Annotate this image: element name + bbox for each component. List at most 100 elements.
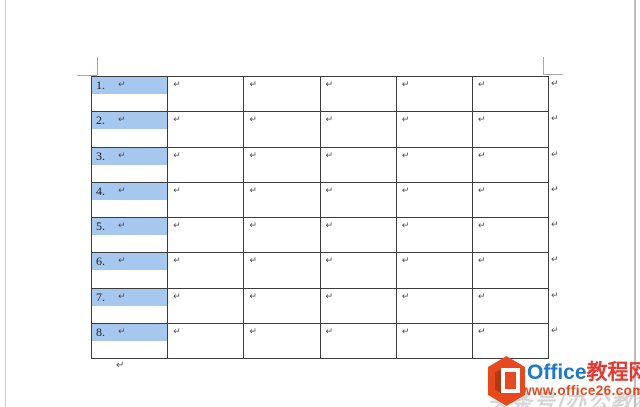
row-end-mark-icon: ↵ [551,79,559,89]
paragraph-mark-icon: ↵ [249,221,257,231]
paragraph-mark-icon: ↵ [401,326,410,337]
empty-cell[interactable]: ↵ [168,323,245,359]
paragraph-mark-icon: ↵ [401,256,410,267]
paragraph-mark-icon: ↵ [477,291,486,302]
row-end-mark-icon: ↵ [551,255,559,266]
empty-cell[interactable]: ↵ [396,112,473,148]
empty-cell[interactable]: ↵ [472,323,550,359]
paragraph-mark-icon: ↵ [173,185,181,196]
document-table: 1. ↵ ↵ ↵ ↵ ↵ ↵ 2. ↵ ↵ ↵ ↵ ↵ ↵ [91,76,550,359]
paragraph-mark-icon: ↵ [477,80,486,90]
empty-cell[interactable]: ↵ [320,218,397,254]
numbered-cell[interactable]: 2. ↵ [92,112,169,148]
empty-cell[interactable]: ↵ [472,218,550,254]
empty-cell[interactable]: ↵ [168,288,245,324]
paragraph-mark-icon: ↵ [325,80,334,90]
empty-cell[interactable]: ↵ [168,147,245,183]
numbered-cell[interactable]: 8. ↵ [92,323,169,359]
empty-cell[interactable]: ↵ [396,288,473,324]
cell-number: 6. [96,254,105,269]
empty-cell[interactable]: ↵ [472,182,550,218]
paragraph-mark-icon: ↵ [173,80,181,90]
empty-cell[interactable]: ↵ [320,147,397,183]
empty-cell[interactable]: ↵ [244,112,321,148]
empty-cell[interactable]: ↵ [320,182,397,218]
cell-number: 7. [96,289,105,304]
paragraph-mark-icon: ↵ [173,256,181,267]
empty-cell[interactable]: ↵ [472,77,550,113]
paragraph-mark-icon: ↵ [173,221,181,231]
brand-name-office: Office [527,361,587,384]
empty-cell[interactable]: ↵ [472,112,550,148]
numbered-cell[interactable]: 1. ↵ [92,77,169,113]
selection-highlight: 4. ↵ [92,182,168,200]
table-row: 5. ↵ ↵ ↵ ↵ ↵ ↵ [92,218,550,254]
paragraph-mark-icon: ↵ [118,80,126,90]
paragraph-mark-icon: ↵ [325,326,334,337]
numbered-cell[interactable]: 4. ↵ [92,182,169,218]
empty-cell[interactable]: ↵ [320,288,397,324]
empty-cell[interactable]: ↵ [244,218,321,254]
empty-cell[interactable]: ↵ [396,147,473,183]
empty-cell[interactable]: ↵ [320,112,397,148]
paragraph-mark-icon: ↵ [118,150,126,161]
empty-cell[interactable]: ↵ [244,323,321,359]
empty-cell[interactable]: ↵ [396,218,473,254]
paragraph-mark-icon: ↵ [118,185,126,196]
empty-cell[interactable]: ↵ [168,218,245,254]
empty-cell[interactable]: ↵ [320,323,397,359]
paragraph-mark-icon: ↵ [477,221,486,231]
paragraph-mark-icon: ↵ [325,185,334,196]
page-left-edge [5,0,6,407]
margin-crop-mark-top-right [543,57,544,75]
paragraph-mark-icon: ↵ [118,326,126,337]
paragraph-mark-icon: ↵ [173,291,181,302]
table-row: 7. ↵ ↵ ↵ ↵ ↵ ↵ [92,288,550,324]
table-row: 8. ↵ ↵ ↵ ↵ ↵ ↵ [92,323,550,359]
end-of-row-marks: ↵ ↵ ↵ ↵ ↵ ↵ ↵ ↵ [551,76,559,358]
empty-cell[interactable]: ↵ [244,288,321,324]
empty-cell[interactable]: ↵ [168,112,245,148]
numbered-cell[interactable]: 5. ↵ [92,218,169,254]
paragraph-mark-icon: ↵ [173,115,181,126]
empty-cell[interactable]: ↵ [168,182,245,218]
empty-cell[interactable]: ↵ [244,182,321,218]
empty-cell[interactable]: ↵ [244,147,321,183]
cell-number: 1. [96,78,105,92]
empty-cell[interactable]: ↵ [472,253,550,289]
empty-cell[interactable]: ↵ [396,253,473,289]
empty-cell[interactable]: ↵ [472,288,550,324]
paragraph-mark-icon: ↵ [401,115,410,126]
numbered-cell[interactable]: 7. ↵ [92,288,169,324]
empty-cell[interactable]: ↵ [396,77,473,113]
paragraph-mark-icon: ↵ [477,256,486,267]
empty-cell[interactable]: ↵ [320,77,397,113]
paragraph-mark-icon: ↵ [477,326,486,337]
empty-cell[interactable]: ↵ [472,147,550,183]
cell-number: 4. [96,183,105,198]
margin-crop-mark-top-right [543,74,563,75]
empty-cell[interactable]: ↵ [244,253,321,289]
paragraph-mark-icon: ↵ [325,221,334,231]
brand-name-suffix: 教程网 [586,361,640,384]
paragraph-mark-icon: ↵ [249,185,257,196]
page-right-edge [634,0,636,407]
paragraph-mark-icon: ↵ [249,80,257,90]
table-row: 4. ↵ ↵ ↵ ↵ ↵ ↵ [92,182,550,218]
empty-cell[interactable]: ↵ [396,182,473,218]
numbered-cell[interactable]: 6. ↵ [92,253,169,289]
paragraph-mark-icon: ↵ [325,256,334,267]
empty-cell[interactable]: ↵ [396,323,473,359]
empty-cell[interactable]: ↵ [168,253,245,289]
brand-name: Office教程网 [527,362,640,384]
row-end-mark-icon: ↵ [551,184,559,195]
numbered-cell[interactable]: 3. ↵ [92,147,169,183]
cell-number: 5. [96,219,105,233]
empty-cell[interactable]: ↵ [168,77,245,113]
paragraph-mark-icon: ↵ [325,150,334,161]
empty-cell[interactable]: ↵ [244,77,321,113]
empty-cell[interactable]: ↵ [320,253,397,289]
paragraph-mark-icon: ↵ [118,115,126,126]
brand-url: www.office26.com [521,383,640,398]
